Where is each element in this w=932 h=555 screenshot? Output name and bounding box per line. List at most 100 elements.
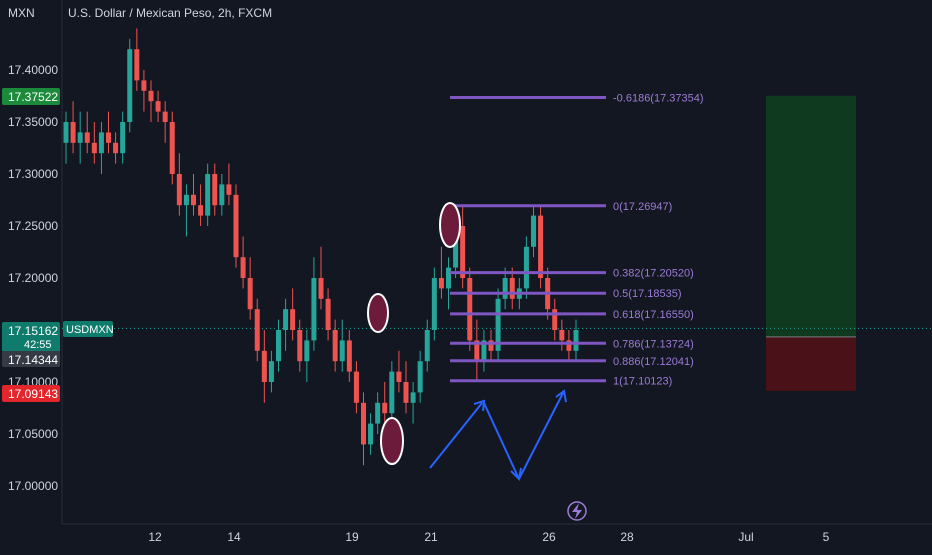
- y-tick-label: 17.30000: [8, 167, 58, 181]
- current-price-text: 17.15162: [8, 324, 58, 338]
- target-price-text: 17.37522: [8, 90, 58, 104]
- candle: [368, 413, 374, 455]
- candle: [573, 319, 579, 362]
- candle: [98, 122, 104, 174]
- candle: [332, 319, 338, 372]
- fib-level-label: 0.786(17.13724): [613, 338, 694, 350]
- candle: [141, 70, 147, 112]
- candle: [559, 319, 565, 351]
- candle: [566, 330, 572, 362]
- chart-title: U.S. Dollar / Mexican Peso, 2h, FXCM: [68, 6, 272, 20]
- candle: [481, 330, 487, 372]
- candle: [396, 350, 402, 393]
- y-axis-ticks: 17.40000 17.35000 17.30000 17.25000 17.20000…: [8, 63, 58, 493]
- arrow-leg-3: [518, 392, 564, 480]
- swing-marker-ellipse[interactable]: [367, 293, 389, 333]
- candle: [318, 246, 324, 310]
- x-axis-ticks: 12 14 19 21 26 28 Jul 5: [148, 530, 829, 544]
- candle: [438, 246, 444, 299]
- x-tick-label: 5: [823, 530, 830, 544]
- candle: [127, 38, 133, 133]
- stop-zone[interactable]: [766, 336, 856, 391]
- candle: [283, 298, 289, 351]
- candle: [488, 330, 494, 362]
- y-tick-label: 17.05000: [8, 427, 58, 441]
- candle: [261, 330, 267, 403]
- fib-level-label: 0(17.26947): [613, 201, 672, 213]
- y-tick-label: 17.40000: [8, 63, 58, 77]
- candle: [176, 153, 182, 216]
- target-price-badge: [2, 88, 60, 105]
- candle: [389, 361, 395, 424]
- candle: [219, 174, 225, 216]
- candle: [410, 382, 416, 424]
- y-tick-label: 17.25000: [8, 219, 58, 233]
- candle: [247, 257, 253, 320]
- arrow-head-1: [473, 399, 486, 412]
- x-tick-label: 12: [148, 530, 162, 544]
- target-zone[interactable]: [766, 95, 856, 337]
- fib-level-label: -0.6186(17.37354): [613, 93, 704, 105]
- candle: [240, 236, 246, 289]
- candle: [325, 288, 331, 341]
- candle: [417, 350, 423, 403]
- candle: [191, 174, 196, 216]
- swing-high-ellipse[interactable]: [439, 202, 461, 248]
- arrow-leg-2: [483, 402, 520, 480]
- fib-level-label: 0.886(17.12041): [613, 356, 694, 368]
- candle: [254, 298, 260, 362]
- candle: [169, 111, 175, 185]
- candle: [268, 350, 274, 393]
- candle: [509, 267, 515, 310]
- candle: [424, 319, 430, 372]
- price-badges: 17.37522 17.15162 42:55 17.14344 17.0914…: [2, 88, 114, 402]
- entry-price-text: 17.14344: [8, 353, 58, 367]
- fib-level-label: 1(17.10123): [613, 376, 672, 388]
- arrow-leg-1: [429, 402, 483, 469]
- fibonacci-levels[interactable]: -0.6186(17.37354) 0(17.26947) 0.382(17.205…: [450, 93, 704, 388]
- candle: [91, 122, 97, 164]
- candle: [113, 132, 119, 164]
- candle: [226, 163, 232, 206]
- candle: [77, 111, 83, 164]
- y-tick-label: 17.35000: [8, 115, 58, 129]
- axis-unit-label: MXN: [8, 6, 35, 20]
- candle: [84, 111, 90, 154]
- candle: [155, 90, 161, 122]
- candle: [361, 392, 366, 466]
- candle: [495, 288, 501, 362]
- stop-price-badge: [2, 385, 60, 402]
- fib-level-label: 0.5(17.18535): [613, 288, 682, 300]
- stop-price-text: 17.09143: [8, 387, 58, 401]
- lightning-icon[interactable]: [567, 501, 587, 521]
- candle: [290, 288, 296, 341]
- arrow-head-3: [555, 389, 567, 403]
- candle: [304, 330, 310, 382]
- candle: [297, 319, 303, 372]
- candle: [162, 101, 168, 143]
- x-tick-label: 14: [227, 530, 241, 544]
- candle: [339, 319, 345, 372]
- candle: [346, 330, 352, 382]
- candle: [148, 80, 154, 122]
- candle: [523, 236, 529, 299]
- candle: [467, 267, 473, 351]
- swing-low-ellipse[interactable]: [380, 417, 404, 465]
- candle: [538, 205, 544, 289]
- candle: [531, 205, 536, 258]
- candle: [106, 111, 111, 154]
- symbol-tag-text: USDMXN: [66, 324, 114, 336]
- candle: [375, 392, 381, 434]
- y-tick-label: 17.00000: [8, 479, 58, 493]
- candle: [403, 361, 409, 414]
- x-tick-label: Jul: [738, 530, 753, 544]
- candle: [353, 361, 359, 414]
- candle: [70, 101, 76, 154]
- entry-price-badge: [2, 351, 60, 367]
- y-tick-label: 17.20000: [8, 271, 58, 285]
- fib-level-label: 0.618(17.16550): [613, 309, 694, 321]
- projection-arrows[interactable]: [429, 389, 567, 482]
- candle: [552, 298, 558, 341]
